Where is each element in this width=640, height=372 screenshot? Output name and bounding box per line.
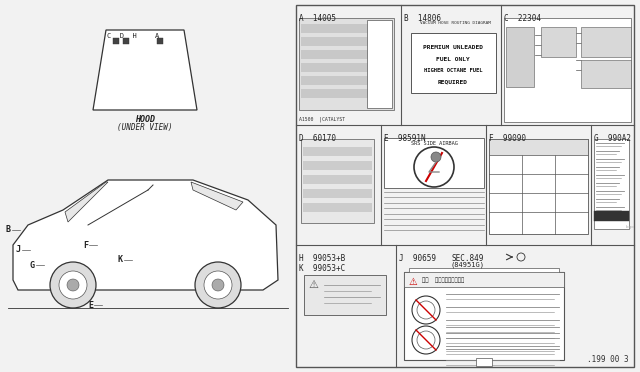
Bar xyxy=(489,139,588,234)
Bar xyxy=(594,211,629,221)
Bar xyxy=(0,0,295,372)
Text: FUEL ONLY: FUEL ONLY xyxy=(436,57,470,62)
Bar xyxy=(476,358,492,366)
Text: PREMIUM UNLEADED: PREMIUM UNLEADED xyxy=(423,45,483,50)
Bar xyxy=(301,76,392,85)
Circle shape xyxy=(59,271,87,299)
Text: A1500  |CATALYST: A1500 |CATALYST xyxy=(299,116,345,122)
Text: B  14806: B 14806 xyxy=(404,14,441,23)
Text: logo: logo xyxy=(626,225,635,229)
Bar xyxy=(299,18,394,110)
Bar xyxy=(113,38,119,44)
Bar xyxy=(303,203,372,212)
Bar xyxy=(411,33,496,93)
Bar xyxy=(301,24,392,33)
Bar xyxy=(594,139,629,229)
Text: B: B xyxy=(6,225,11,234)
Text: (UNDER VIEW): (UNDER VIEW) xyxy=(117,123,173,132)
Text: ⚠: ⚠ xyxy=(409,277,418,287)
Text: SRS SIDE AIRBAG: SRS SIDE AIRBAG xyxy=(411,141,458,146)
Text: E  98591N: E 98591N xyxy=(384,134,426,143)
Bar xyxy=(301,139,374,223)
Bar xyxy=(296,5,634,367)
Text: D  60170: D 60170 xyxy=(299,134,336,143)
Bar xyxy=(404,272,564,287)
Text: REQUIRED: REQUIRED xyxy=(438,79,468,84)
Text: E: E xyxy=(88,301,93,310)
Bar xyxy=(489,139,588,155)
Text: G: G xyxy=(30,260,35,269)
Polygon shape xyxy=(65,182,108,222)
Text: C  22304: C 22304 xyxy=(504,14,541,23)
Bar xyxy=(304,275,386,315)
Bar xyxy=(367,20,392,108)
Text: J  90659: J 90659 xyxy=(399,254,436,263)
Text: A  14005: A 14005 xyxy=(299,14,336,23)
Circle shape xyxy=(67,279,79,291)
Circle shape xyxy=(412,296,440,324)
Text: .199 00 3: .199 00 3 xyxy=(588,355,629,364)
Text: HOOD: HOOD xyxy=(135,115,155,124)
Text: A: A xyxy=(155,33,159,39)
Text: (84951G): (84951G) xyxy=(451,262,485,269)
Text: J: J xyxy=(16,246,21,254)
Text: H  99053+B: H 99053+B xyxy=(299,254,345,263)
Bar xyxy=(409,268,559,274)
Bar xyxy=(123,38,129,44)
Circle shape xyxy=(204,271,232,299)
Text: HIGHER OCTANE FUEL: HIGHER OCTANE FUEL xyxy=(424,68,483,73)
Bar xyxy=(301,50,392,59)
Text: G  990A2: G 990A2 xyxy=(594,134,631,143)
Bar xyxy=(303,175,372,184)
Polygon shape xyxy=(13,180,278,290)
Bar xyxy=(301,89,392,98)
Text: K  99053+C: K 99053+C xyxy=(299,264,345,273)
Circle shape xyxy=(212,279,224,291)
Bar xyxy=(303,161,372,170)
Text: C  D  H: C D H xyxy=(107,33,137,39)
Bar xyxy=(301,37,392,46)
Bar xyxy=(506,27,534,87)
Bar xyxy=(404,272,564,360)
Bar xyxy=(541,27,576,57)
Bar xyxy=(157,38,163,44)
Text: 注意  トランスポート警告: 注意 トランスポート警告 xyxy=(422,277,464,283)
Text: SEC.849: SEC.849 xyxy=(451,254,483,263)
Bar xyxy=(303,147,372,156)
Circle shape xyxy=(414,147,454,187)
Circle shape xyxy=(412,326,440,354)
Text: F: F xyxy=(83,241,88,250)
Text: K: K xyxy=(118,256,123,264)
Text: ⚠: ⚠ xyxy=(308,280,318,290)
Text: VACUUM HOSE ROUTING DIAGRAM: VACUUM HOSE ROUTING DIAGRAM xyxy=(420,21,490,25)
Circle shape xyxy=(431,152,441,162)
Text: F  99090: F 99090 xyxy=(489,134,526,143)
Bar xyxy=(301,63,392,72)
Bar xyxy=(581,60,631,88)
Bar xyxy=(504,18,631,122)
Polygon shape xyxy=(191,182,243,210)
Bar xyxy=(581,27,631,57)
Bar xyxy=(384,138,484,188)
Polygon shape xyxy=(93,30,197,110)
Bar xyxy=(303,189,372,198)
Circle shape xyxy=(195,262,241,308)
Circle shape xyxy=(50,262,96,308)
